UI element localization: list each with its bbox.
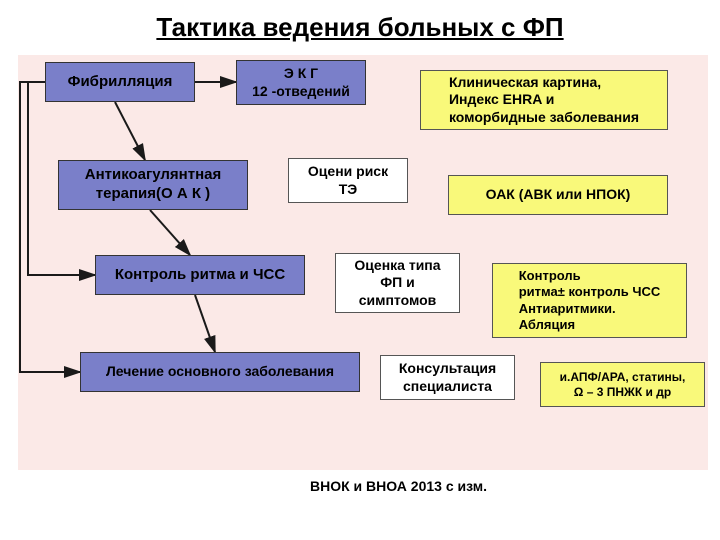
box-iapf: и.АПФ/АРА, статины,Ω – 3 ПНЖК и др [540, 362, 705, 407]
box-ekg: Э К Г12 -отведений [236, 60, 366, 105]
box-consultation: Консультацияспециалиста [380, 355, 515, 400]
page-title: Тактика ведения больных с ФП [0, 12, 720, 43]
box-clinical: Клиническая картина,Индекс EHRA икоморби… [420, 70, 668, 130]
box-control: Контроль ритма и ЧСС [95, 255, 305, 295]
box-treatment: Лечение основного заболевания [80, 352, 360, 392]
box-risk: Оцени рискТЭ [288, 158, 408, 203]
box-control-detail: Контрольритма± контроль ЧССАнтиаритмики.… [492, 263, 687, 338]
box-assessment: Оценка типаФП исимптомов [335, 253, 460, 313]
box-fibrillation: Фибрилляция [45, 62, 195, 102]
box-anticoagulant: Антикоагулянтнаятерапия(О А К ) [58, 160, 248, 210]
footer-citation: ВНОК и ВНОА 2013 с изм. [310, 478, 487, 494]
box-oak: ОАК (АВК или НПОК) [448, 175, 668, 215]
